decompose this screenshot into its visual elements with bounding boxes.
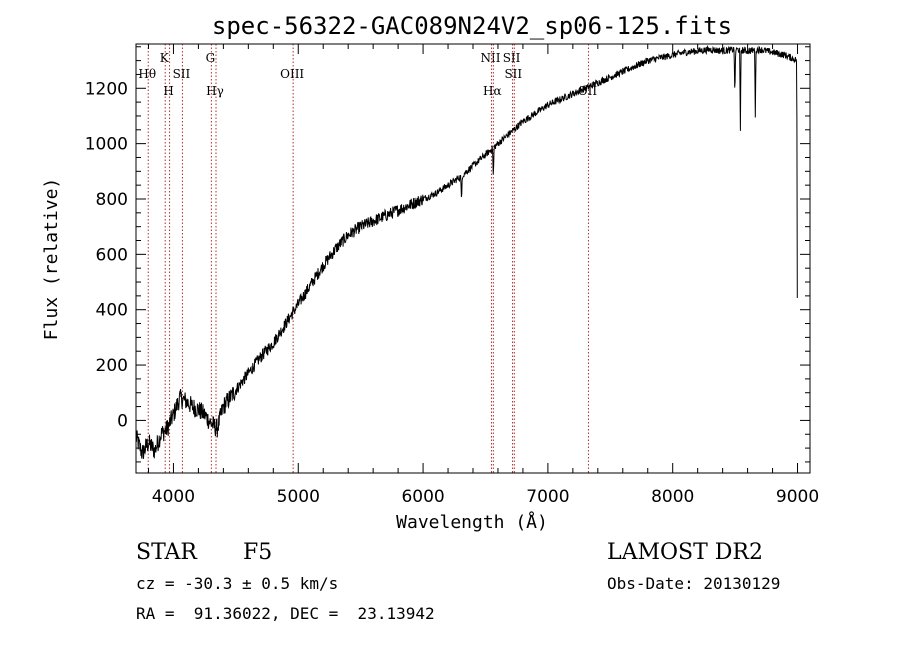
x-tick-label: 7000 — [526, 487, 569, 507]
survey-label: LAMOST DR2 — [607, 540, 763, 565]
x-tick-label: 6000 — [401, 487, 444, 507]
object-subclass: F5 — [243, 540, 273, 565]
y-tick-label: 600 — [96, 245, 128, 265]
y-tick-label: 1200 — [85, 79, 128, 99]
y-tick-label: 800 — [96, 190, 128, 210]
x-tick-label: 5000 — [277, 487, 320, 507]
chart-title: spec-56322-GAC089N24V2_sp06-125.fits — [212, 12, 732, 40]
spectral-line-label: SII — [503, 51, 521, 65]
spectral-line-label: SII — [173, 67, 191, 81]
spectral-line-label: OIII — [280, 67, 304, 81]
spectral-line-label: H — [163, 84, 173, 98]
spectral-line-label: Hθ — [138, 67, 156, 81]
spectral-line-label: NII — [480, 51, 500, 65]
x-axis-title: Wavelength (Å) — [396, 511, 548, 533]
x-tick-label: 8000 — [651, 487, 694, 507]
ra-dec-coordinates: RA = 91.36022, DEC = 23.13942 — [136, 604, 435, 623]
y-tick-label: 1000 — [85, 135, 128, 155]
axis-ticks: 4000 5000 6000 7000 8000 9000 0 200 400 600 800 100… — [85, 44, 819, 507]
observation-date: Obs-Date: 20130129 — [607, 574, 781, 593]
spectrum-line — [135, 44, 798, 459]
x-tick-label: 9000 — [776, 487, 819, 507]
spectral-line-label: Hγ — [206, 84, 224, 98]
y-tick-label: 200 — [96, 356, 128, 376]
plot-frame — [135, 43, 811, 474]
object-class: STAR — [136, 540, 197, 565]
spectral-line-label: K — [160, 51, 170, 65]
x-tick-label: 4000 — [152, 487, 195, 507]
spectral-line-label: SII — [504, 67, 522, 81]
redshift-velocity: cz = -30.3 ± 0.5 km/s — [136, 574, 339, 593]
spectral-line-label: G — [206, 51, 216, 65]
y-tick-label: 0 — [117, 411, 128, 431]
spectral-line-label: Hα — [483, 84, 502, 98]
y-axis-title: Flux (relative) — [41, 178, 62, 341]
y-tick-label: 400 — [96, 301, 128, 321]
